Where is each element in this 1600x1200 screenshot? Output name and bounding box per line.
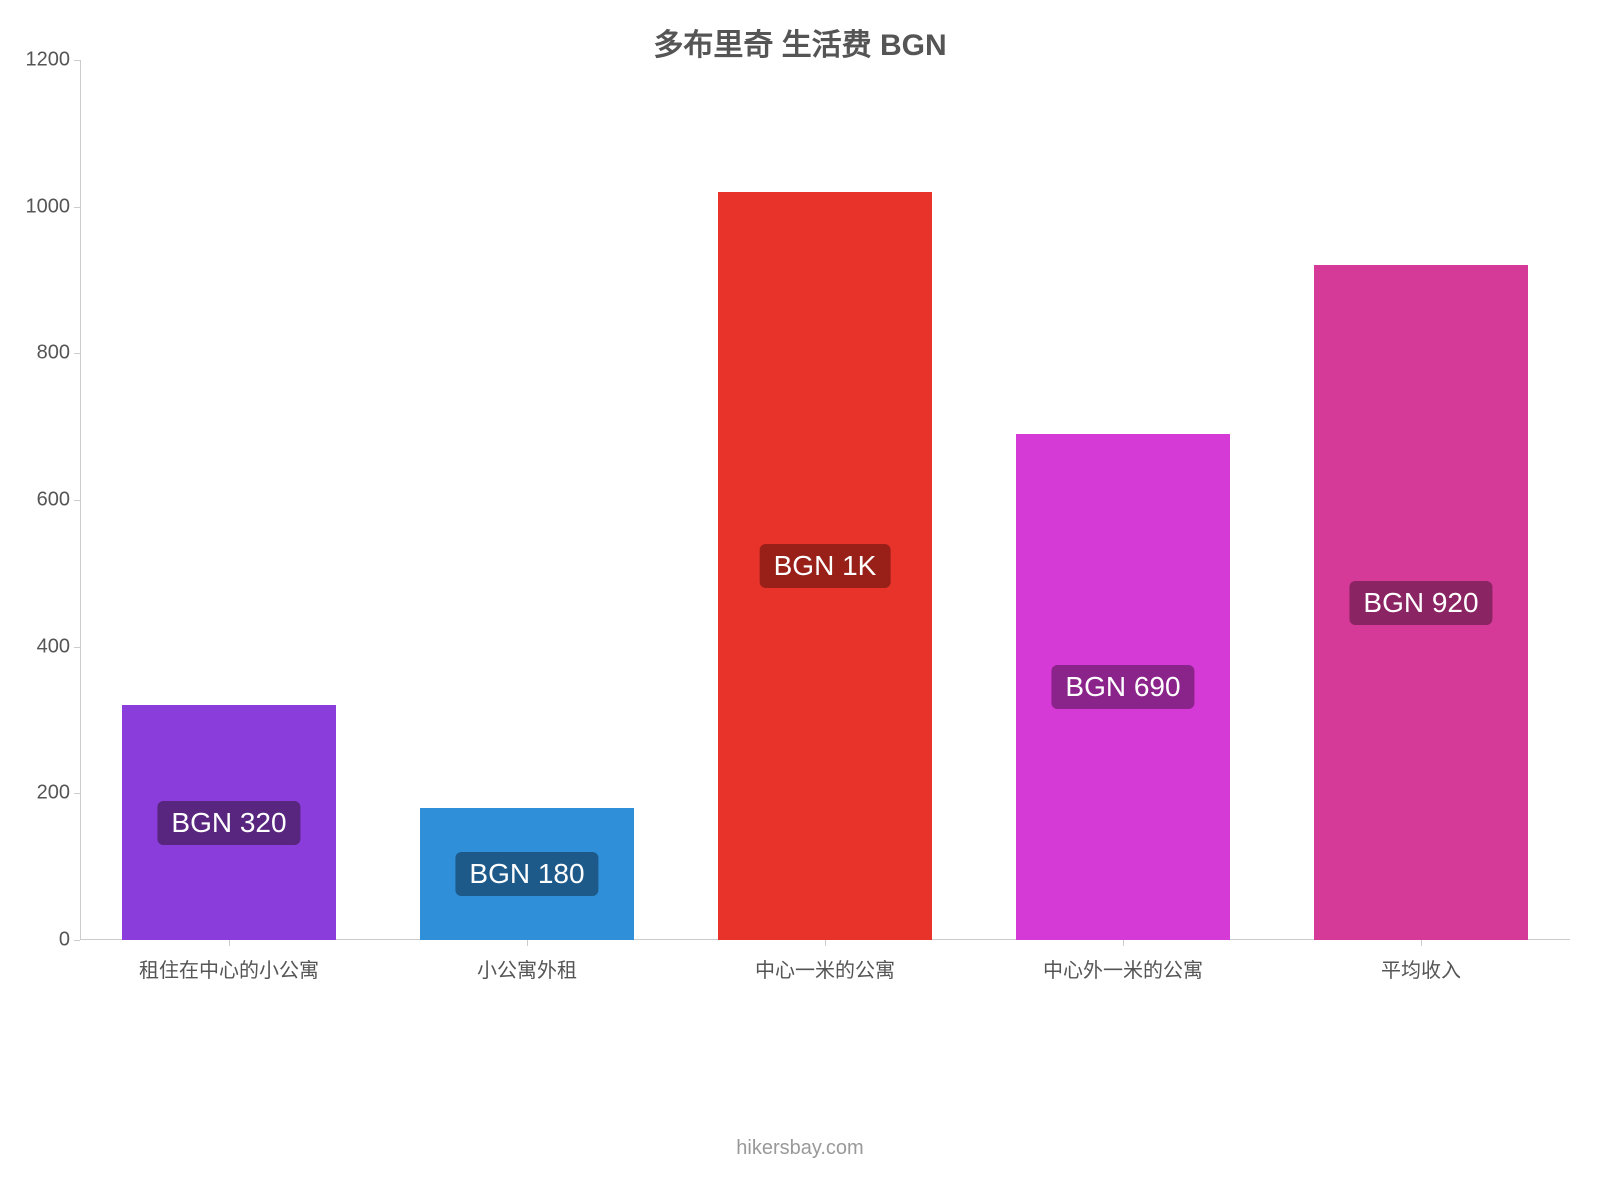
y-tick-mark <box>74 60 80 61</box>
x-category-label: 平均收入 <box>1272 940 1570 983</box>
footer-credit-text: hikersbay.com <box>736 1137 863 1159</box>
bar-slot: BGN 320 <box>122 60 337 940</box>
bar-value-label: BGN 1K <box>760 544 891 588</box>
bar-slot: BGN 920 <box>1314 60 1529 940</box>
chart-title-text: 多布里奇 生活费 BGN <box>653 29 946 62</box>
y-tick-mark <box>74 500 80 501</box>
bar-value-label: BGN 320 <box>157 801 300 845</box>
y-tick-mark <box>74 353 80 354</box>
y-tick-label: 1200 <box>26 49 81 72</box>
bar-value-label: BGN 690 <box>1051 665 1194 709</box>
bar-slot: BGN 1K <box>718 60 933 940</box>
y-tick-mark <box>74 793 80 794</box>
bar-slot: BGN 180 <box>420 60 635 940</box>
x-category-label: 小公寓外租 <box>378 940 676 983</box>
bars-layer: BGN 320 BGN 180 BGN 1K BGN 690 BGN 920 <box>80 60 1570 940</box>
plot-area: BGN 320BGN 180BGN 1KBGN 690BGN 920 02004… <box>80 60 1570 940</box>
footer-credit: hikersbay.com <box>0 1137 1600 1160</box>
x-category-label: 中心一米的公寓 <box>676 940 974 983</box>
bar-slot: BGN 690 <box>1016 60 1231 940</box>
bar-value-label: BGN 920 <box>1349 581 1492 625</box>
y-tick-mark <box>74 647 80 648</box>
x-category-label: 中心外一米的公寓 <box>974 940 1272 983</box>
chart-container: 多布里奇 生活费 BGN BGN 320 BGN 180 BGN 1K BGN 690… <box>0 0 1600 1200</box>
x-category-label: 租住在中心的小公寓 <box>80 940 378 983</box>
y-tick-label: 1000 <box>26 195 81 218</box>
chart-title: 多布里奇 生活费 BGN <box>0 20 1600 64</box>
bar-value-label: BGN 180 <box>455 852 598 896</box>
y-tick-mark <box>74 207 80 208</box>
